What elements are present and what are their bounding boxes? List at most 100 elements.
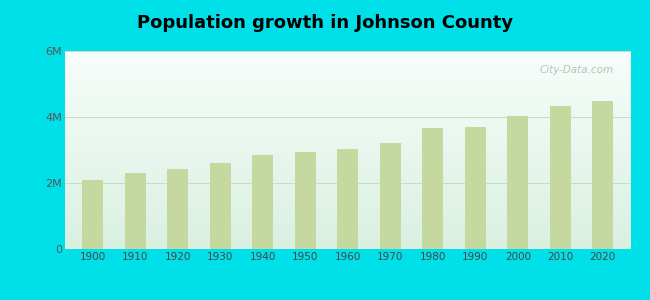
Bar xyxy=(65,210,630,211)
Bar xyxy=(65,219,630,220)
Bar xyxy=(252,155,274,249)
Bar xyxy=(65,112,630,113)
Bar xyxy=(65,100,630,101)
Bar xyxy=(65,243,630,244)
Bar xyxy=(65,124,630,125)
Bar xyxy=(65,110,630,111)
Bar xyxy=(65,122,630,123)
Bar xyxy=(65,229,630,230)
Bar xyxy=(65,200,630,201)
Bar xyxy=(65,157,630,158)
Bar xyxy=(65,169,630,170)
Bar xyxy=(65,81,630,82)
Bar xyxy=(65,209,630,210)
Bar xyxy=(65,88,630,89)
Bar xyxy=(65,142,630,143)
Bar xyxy=(65,105,630,106)
Bar xyxy=(65,207,630,208)
Bar xyxy=(65,123,630,124)
Bar xyxy=(65,74,630,75)
Bar xyxy=(65,102,630,103)
Bar xyxy=(65,56,630,57)
Bar xyxy=(65,135,630,136)
Bar xyxy=(65,205,630,206)
Bar xyxy=(65,236,630,237)
Bar xyxy=(65,116,630,117)
Bar xyxy=(65,95,630,96)
Bar xyxy=(65,100,630,101)
Bar xyxy=(65,52,630,53)
Bar xyxy=(65,89,630,90)
Bar xyxy=(65,182,630,183)
Bar xyxy=(65,106,630,107)
Bar xyxy=(65,87,630,88)
Bar xyxy=(65,82,630,83)
Bar xyxy=(65,180,630,181)
Bar xyxy=(65,190,630,191)
Bar xyxy=(65,168,630,169)
Bar xyxy=(65,151,630,152)
Bar xyxy=(65,154,630,155)
Bar xyxy=(65,65,630,66)
Bar xyxy=(65,172,630,173)
Bar xyxy=(65,145,630,146)
Bar xyxy=(65,51,630,52)
Bar xyxy=(65,64,630,65)
Bar xyxy=(65,175,630,176)
Bar xyxy=(65,239,630,240)
Bar xyxy=(65,137,630,138)
Bar xyxy=(65,179,630,180)
Bar xyxy=(65,162,630,163)
Bar xyxy=(65,78,630,79)
Bar xyxy=(65,130,630,131)
Bar xyxy=(65,220,630,221)
Bar xyxy=(65,129,630,130)
Bar xyxy=(65,223,630,224)
Bar xyxy=(65,201,630,202)
Bar xyxy=(65,99,630,100)
Bar xyxy=(65,218,630,219)
Bar xyxy=(167,169,188,249)
Bar xyxy=(65,222,630,223)
Bar xyxy=(65,192,630,193)
Bar xyxy=(65,90,630,91)
Bar xyxy=(65,159,630,160)
Bar xyxy=(65,94,630,95)
Bar xyxy=(65,160,630,161)
Bar xyxy=(65,132,630,133)
Bar xyxy=(65,66,630,67)
Bar xyxy=(65,238,630,239)
Bar xyxy=(82,180,103,249)
Bar xyxy=(65,141,630,142)
Bar xyxy=(65,235,630,236)
Bar xyxy=(65,71,630,72)
Bar xyxy=(65,232,630,233)
Bar xyxy=(65,199,630,200)
Bar xyxy=(65,133,630,134)
Bar xyxy=(65,147,630,148)
Bar xyxy=(65,187,630,188)
Bar xyxy=(65,174,630,175)
Bar xyxy=(65,84,630,85)
Bar xyxy=(65,231,630,232)
Bar xyxy=(65,178,630,179)
Bar xyxy=(65,214,630,215)
Bar xyxy=(65,156,630,157)
Bar xyxy=(65,195,630,196)
Bar xyxy=(65,241,630,242)
Bar xyxy=(337,149,358,249)
Bar xyxy=(65,140,630,141)
Bar xyxy=(65,107,630,108)
Bar xyxy=(65,228,630,229)
Bar xyxy=(65,177,630,178)
Bar xyxy=(65,248,630,249)
Bar xyxy=(65,164,630,165)
Bar xyxy=(65,226,630,227)
Bar xyxy=(65,61,630,62)
Bar xyxy=(65,181,630,182)
Bar xyxy=(65,165,630,166)
Bar xyxy=(65,217,630,218)
Text: City-Data.com: City-Data.com xyxy=(540,65,614,75)
Bar xyxy=(65,138,630,139)
Bar xyxy=(65,62,630,63)
